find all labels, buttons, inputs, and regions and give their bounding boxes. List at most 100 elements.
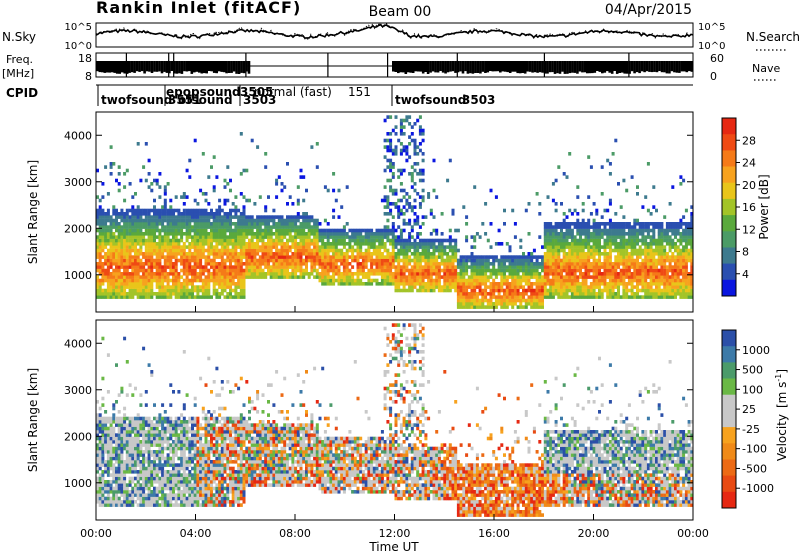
power-cell xyxy=(568,275,572,279)
power-cell xyxy=(665,235,669,239)
power-cell xyxy=(136,142,140,146)
power-cell xyxy=(277,265,281,269)
power-cell xyxy=(584,228,588,233)
power-cell xyxy=(570,292,574,296)
power-cell xyxy=(180,245,184,249)
power-cell xyxy=(342,258,346,263)
power-cell xyxy=(220,218,224,223)
power-cell xyxy=(527,202,531,206)
power-cell xyxy=(660,222,664,226)
power-cell xyxy=(500,262,504,266)
power-cell xyxy=(475,282,479,286)
power-cell xyxy=(370,278,374,283)
power-cell xyxy=(169,212,173,216)
power-cell xyxy=(315,248,319,253)
freq-bar xyxy=(461,61,465,74)
power-cell xyxy=(543,275,547,279)
power-cell xyxy=(584,282,588,286)
power-cell xyxy=(486,302,490,306)
power-cell xyxy=(568,222,572,226)
power-cell xyxy=(424,245,428,249)
power-cell xyxy=(410,165,414,169)
power-cell xyxy=(524,305,528,309)
power-cell xyxy=(134,208,137,213)
power-cell xyxy=(196,288,200,293)
power-cell xyxy=(245,245,249,249)
power-cell xyxy=(462,262,466,266)
power-cell xyxy=(462,265,466,269)
power-cell xyxy=(546,222,550,226)
power-cell xyxy=(478,288,482,293)
power-cell xyxy=(158,285,162,289)
power-cell xyxy=(627,282,631,286)
power-cell xyxy=(511,292,515,296)
power-cell xyxy=(134,258,137,263)
power-cell xyxy=(589,232,593,236)
power-cell xyxy=(676,268,680,273)
power-cell xyxy=(598,252,601,256)
power-cell xyxy=(549,252,553,256)
power-cell xyxy=(177,292,181,296)
freq-bar xyxy=(150,61,154,73)
power-cell xyxy=(451,282,455,286)
power-cell xyxy=(380,235,384,239)
power-cell xyxy=(210,242,213,246)
power-cell xyxy=(576,248,580,253)
power-cell xyxy=(503,262,506,266)
power-cell xyxy=(277,232,281,236)
velocity-cell xyxy=(98,446,102,451)
power-cell xyxy=(340,252,344,256)
power-cell xyxy=(600,222,604,226)
power-cell xyxy=(391,188,395,193)
power-cell xyxy=(644,285,648,289)
power-cell xyxy=(112,258,116,263)
power-cell xyxy=(296,258,300,263)
power-cell xyxy=(380,232,384,236)
power-cell xyxy=(96,235,99,239)
power-cell xyxy=(391,128,395,133)
power-cell xyxy=(120,225,124,229)
power-cell xyxy=(532,248,536,253)
power-cell xyxy=(272,252,276,256)
power-cell xyxy=(188,262,192,266)
power-cell xyxy=(587,255,591,259)
power-cell xyxy=(185,218,189,223)
power-cell xyxy=(191,228,194,233)
power-cell xyxy=(231,272,235,276)
freq-bar xyxy=(110,61,114,73)
power-cell xyxy=(636,238,639,243)
power-cell xyxy=(668,262,672,266)
power-cell xyxy=(201,238,205,243)
power-cell xyxy=(481,305,485,309)
power-cell xyxy=(462,298,466,303)
power-cell xyxy=(595,228,599,233)
power-cell xyxy=(413,285,417,289)
power-cell xyxy=(226,228,230,233)
power-cell xyxy=(508,268,512,273)
power-cell xyxy=(283,252,287,256)
power-cell xyxy=(581,245,585,249)
power-cell xyxy=(513,278,517,283)
power-cell xyxy=(372,232,376,236)
power-cell xyxy=(644,278,648,283)
power-cell xyxy=(657,232,661,236)
power-cell xyxy=(543,238,547,243)
power-cell xyxy=(275,248,279,253)
power-cell xyxy=(158,238,162,243)
power-cell xyxy=(299,272,303,276)
power-cell xyxy=(410,175,414,179)
power-cell xyxy=(142,165,146,169)
power-cell xyxy=(112,232,116,236)
power-cell xyxy=(427,272,431,276)
power-cell xyxy=(557,242,561,246)
power-cell xyxy=(608,288,612,293)
power-cell xyxy=(199,222,203,226)
power-cell xyxy=(378,232,382,236)
power-cell xyxy=(256,235,260,239)
power-cell xyxy=(269,225,273,229)
power-cell xyxy=(182,268,186,273)
power-cell xyxy=(342,268,346,273)
power-cell xyxy=(657,272,661,276)
power-cell xyxy=(237,208,241,213)
freq-bar xyxy=(653,61,656,72)
